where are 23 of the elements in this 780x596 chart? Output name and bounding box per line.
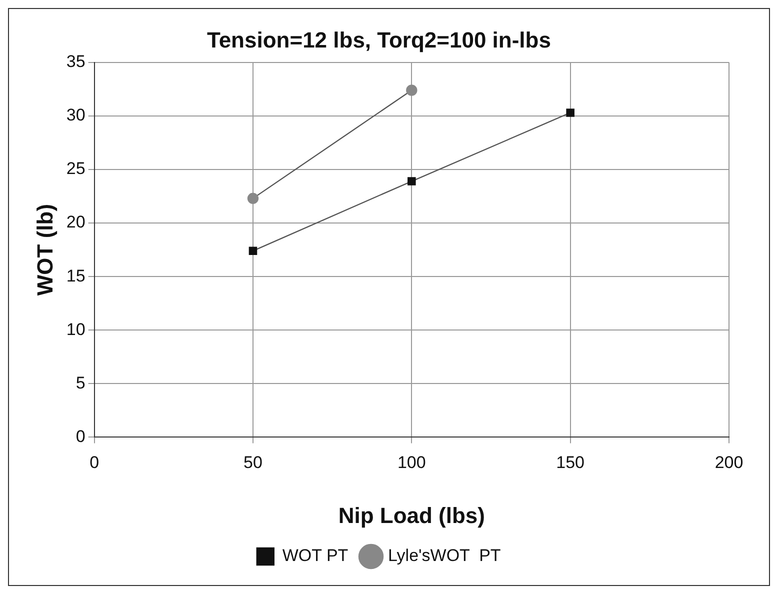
- x-tick-label: 150: [556, 453, 585, 472]
- point: [248, 246, 258, 256]
- point: [406, 84, 418, 96]
- y-tick-label: 15: [66, 266, 86, 286]
- y-tick-label: 30: [66, 106, 86, 125]
- point: [247, 192, 259, 204]
- y-tick-label: 10: [66, 320, 86, 339]
- x-axis-title: Nip Load (lbs): [338, 502, 485, 528]
- x-tick-label: 200: [714, 453, 744, 472]
- x-tick-label: 50: [244, 453, 262, 472]
- point: [566, 108, 574, 117]
- x-tick-label: 100: [397, 453, 426, 472]
- y-tick-label: 20: [66, 212, 86, 232]
- legend-label: WOT PT: [282, 546, 348, 566]
- chart-title: Tension=12 lbs, Torq2=100 in-lbs: [207, 27, 551, 52]
- y-tick-label: 35: [66, 52, 86, 72]
- point: [408, 177, 416, 186]
- y-tick-label: 0: [76, 426, 86, 446]
- y-tick-label: 5: [76, 373, 86, 392]
- x-tick-label: 0: [90, 453, 100, 472]
- legend-label: Lyle'sWOT PT: [388, 546, 501, 566]
- y-tick-label: 25: [66, 159, 86, 178]
- y-axis-title: WOT (lb): [32, 204, 58, 296]
